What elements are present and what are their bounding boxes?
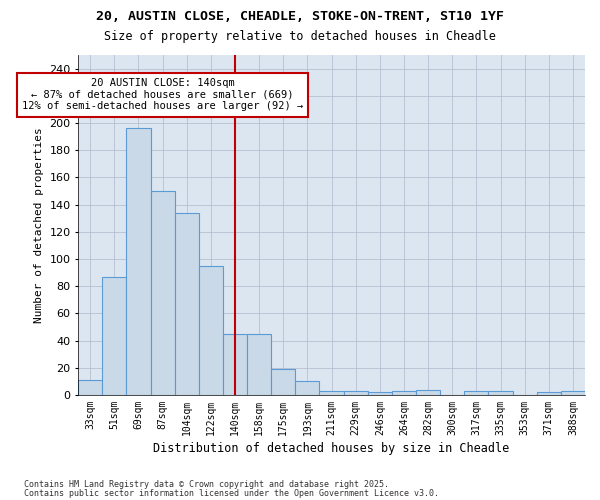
X-axis label: Distribution of detached houses by size in Cheadle: Distribution of detached houses by size … — [154, 442, 509, 455]
Text: Size of property relative to detached houses in Cheadle: Size of property relative to detached ho… — [104, 30, 496, 43]
Text: 20, AUSTIN CLOSE, CHEADLE, STOKE-ON-TRENT, ST10 1YF: 20, AUSTIN CLOSE, CHEADLE, STOKE-ON-TREN… — [96, 10, 504, 23]
Bar — [319, 391, 344, 395]
Text: Contains public sector information licensed under the Open Government Licence v3: Contains public sector information licen… — [24, 488, 439, 498]
Bar — [247, 334, 271, 395]
Y-axis label: Number of detached properties: Number of detached properties — [34, 127, 44, 323]
Bar — [102, 276, 127, 395]
Bar — [295, 382, 319, 395]
Bar — [271, 369, 295, 395]
Bar — [392, 391, 416, 395]
Bar — [199, 266, 223, 395]
Bar — [561, 391, 585, 395]
Bar — [78, 380, 102, 395]
Bar — [464, 391, 488, 395]
Bar — [223, 334, 247, 395]
Bar — [151, 191, 175, 395]
Bar — [175, 212, 199, 395]
Text: 20 AUSTIN CLOSE: 140sqm
← 87% of detached houses are smaller (669)
12% of semi-d: 20 AUSTIN CLOSE: 140sqm ← 87% of detache… — [22, 78, 303, 112]
Bar — [344, 391, 368, 395]
Bar — [416, 390, 440, 395]
Bar — [368, 392, 392, 395]
Bar — [488, 391, 512, 395]
Text: Contains HM Land Registry data © Crown copyright and database right 2025.: Contains HM Land Registry data © Crown c… — [24, 480, 389, 489]
Bar — [537, 392, 561, 395]
Bar — [127, 128, 151, 395]
